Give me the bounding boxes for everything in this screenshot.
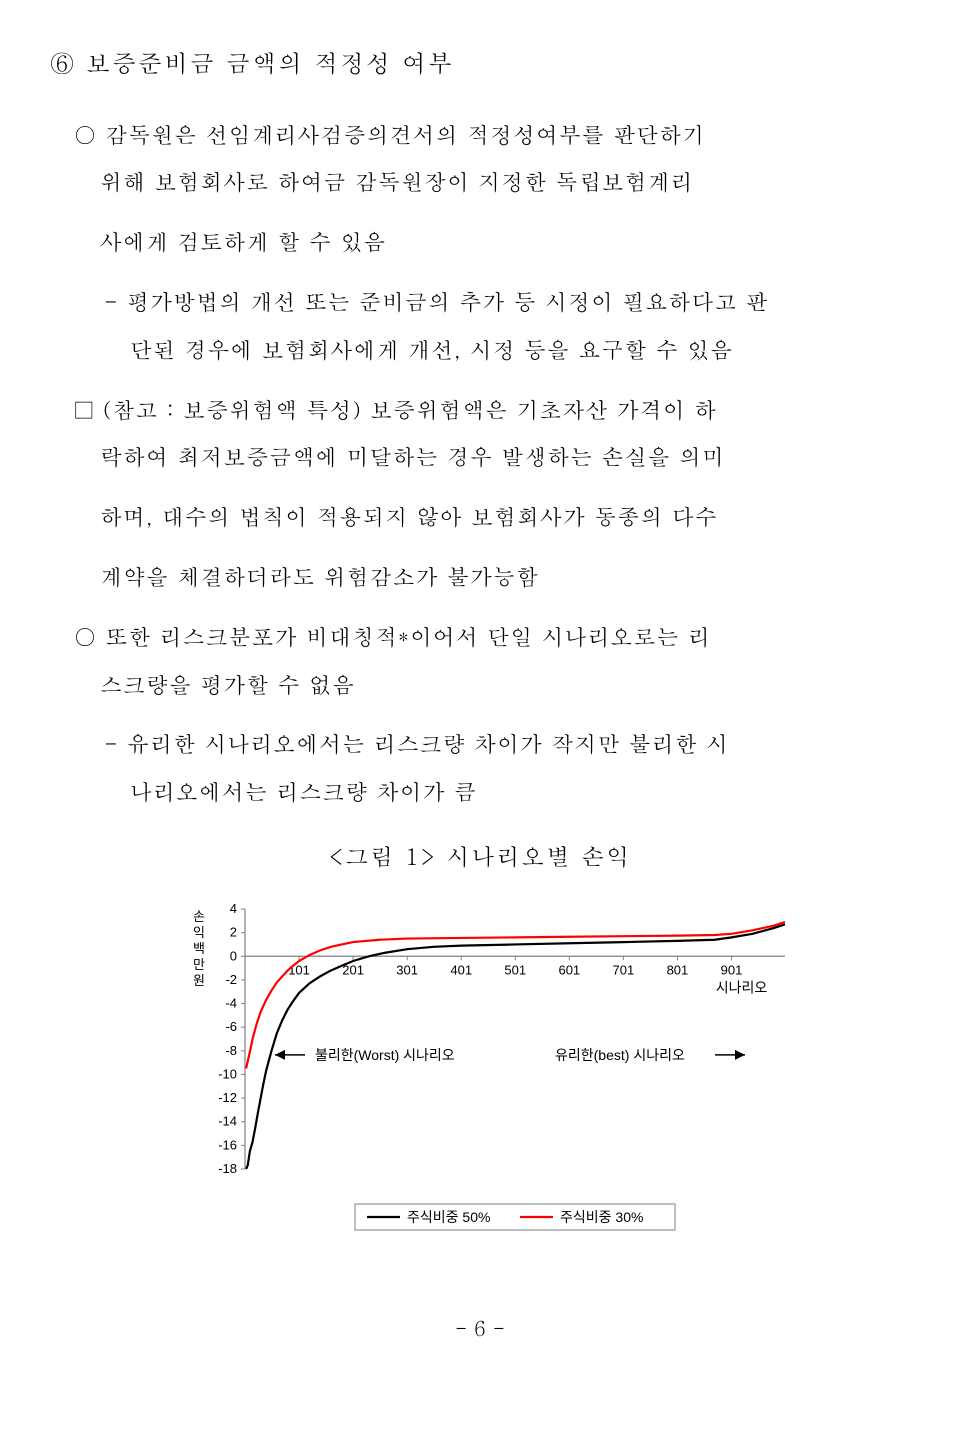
svg-text:4: 4 xyxy=(230,901,237,916)
svg-text:손: 손 xyxy=(193,909,205,924)
svg-text:701: 701 xyxy=(613,962,635,977)
svg-text:주식비중 50%: 주식비중 50% xyxy=(407,1209,490,1225)
scenario-chart: 420-2-4-6-8-10-12-14-16-1810120130140150… xyxy=(155,899,805,1249)
svg-text:-18: -18 xyxy=(218,1161,237,1176)
svg-text:101: 101 xyxy=(288,962,310,977)
bullet-1-line-2: 위해 보험회사로 하여금 감독원장이 지정한 독립보험계리 xyxy=(50,161,910,203)
svg-text:601: 601 xyxy=(558,962,580,977)
page-number: - 6 - xyxy=(50,1309,910,1347)
svg-text:901: 901 xyxy=(721,962,743,977)
section-heading: ⑥ 보증준비금 금액의 적정성 여부 xyxy=(50,40,910,86)
box-1-line-2: 락하여 최저보증금액에 미달하는 경우 발생하는 손실을 의미 xyxy=(50,436,910,478)
svg-text:-6: -6 xyxy=(225,1019,237,1034)
svg-text:원: 원 xyxy=(193,973,205,988)
svg-text:-16: -16 xyxy=(218,1137,237,1152)
bullet-1-line-1: ○ 감독원은 선임계리사검증의견서의 적정성여부를 판단하기 xyxy=(50,114,910,156)
svg-text:-12: -12 xyxy=(218,1090,237,1105)
box-1-line-4: 계약을 체결하더라도 위험감소가 불가능함 xyxy=(50,556,910,598)
svg-text:0: 0 xyxy=(230,948,237,963)
svg-text:만: 만 xyxy=(193,957,205,972)
svg-text:801: 801 xyxy=(667,962,689,977)
svg-text:301: 301 xyxy=(396,962,418,977)
svg-text:-2: -2 xyxy=(225,972,237,987)
svg-text:유리한(best) 시나리오: 유리한(best) 시나리오 xyxy=(555,1046,685,1062)
svg-text:익: 익 xyxy=(193,925,205,940)
box-1-line-3: 하며, 대수의 법칙이 적용되지 않아 보험회사가 동종의 다수 xyxy=(50,496,910,538)
dash-1-line-2: 단된 경우에 보험회사에게 개선, 시정 등을 요구할 수 있음 xyxy=(50,329,910,371)
dash-2-line-1: - 유리한 시나리오에서는 리스크량 차이가 작지만 불리한 시 xyxy=(50,723,910,765)
svg-text:주식비중 30%: 주식비중 30% xyxy=(560,1209,643,1225)
svg-text:501: 501 xyxy=(504,962,526,977)
svg-text:백: 백 xyxy=(193,941,205,956)
bullet-2-line-2: 스크량을 평가할 수 없음 xyxy=(50,664,910,706)
svg-text:-8: -8 xyxy=(225,1042,237,1057)
dash-1-line-1: - 평가방법의 개선 또는 준비금의 추가 등 시정이 필요하다고 판 xyxy=(50,281,910,323)
figure-title: <그림 1> 시나리오별 손익 xyxy=(50,835,910,879)
svg-text:-14: -14 xyxy=(218,1113,237,1128)
svg-text:2: 2 xyxy=(230,924,237,939)
svg-text:시나리오: 시나리오 xyxy=(716,979,768,995)
svg-text:-4: -4 xyxy=(225,995,237,1010)
bullet-2-line-1: ○ 또한 리스크분포가 비대칭적*이어서 단일 시나리오로는 리 xyxy=(50,616,910,658)
box-1-line-1: □ (참고 : 보증위험액 특성) 보증위험액은 기초자산 가격이 하 xyxy=(50,389,910,431)
svg-text:불리한(Worst) 시나리오: 불리한(Worst) 시나리오 xyxy=(315,1046,455,1062)
dash-2-line-2: 나리오에서는 리스크량 차이가 큼 xyxy=(50,771,910,813)
bullet-1-line-3: 사에게 검토하게 할 수 있음 xyxy=(50,221,910,263)
svg-text:-10: -10 xyxy=(218,1066,237,1081)
svg-text:401: 401 xyxy=(450,962,472,977)
